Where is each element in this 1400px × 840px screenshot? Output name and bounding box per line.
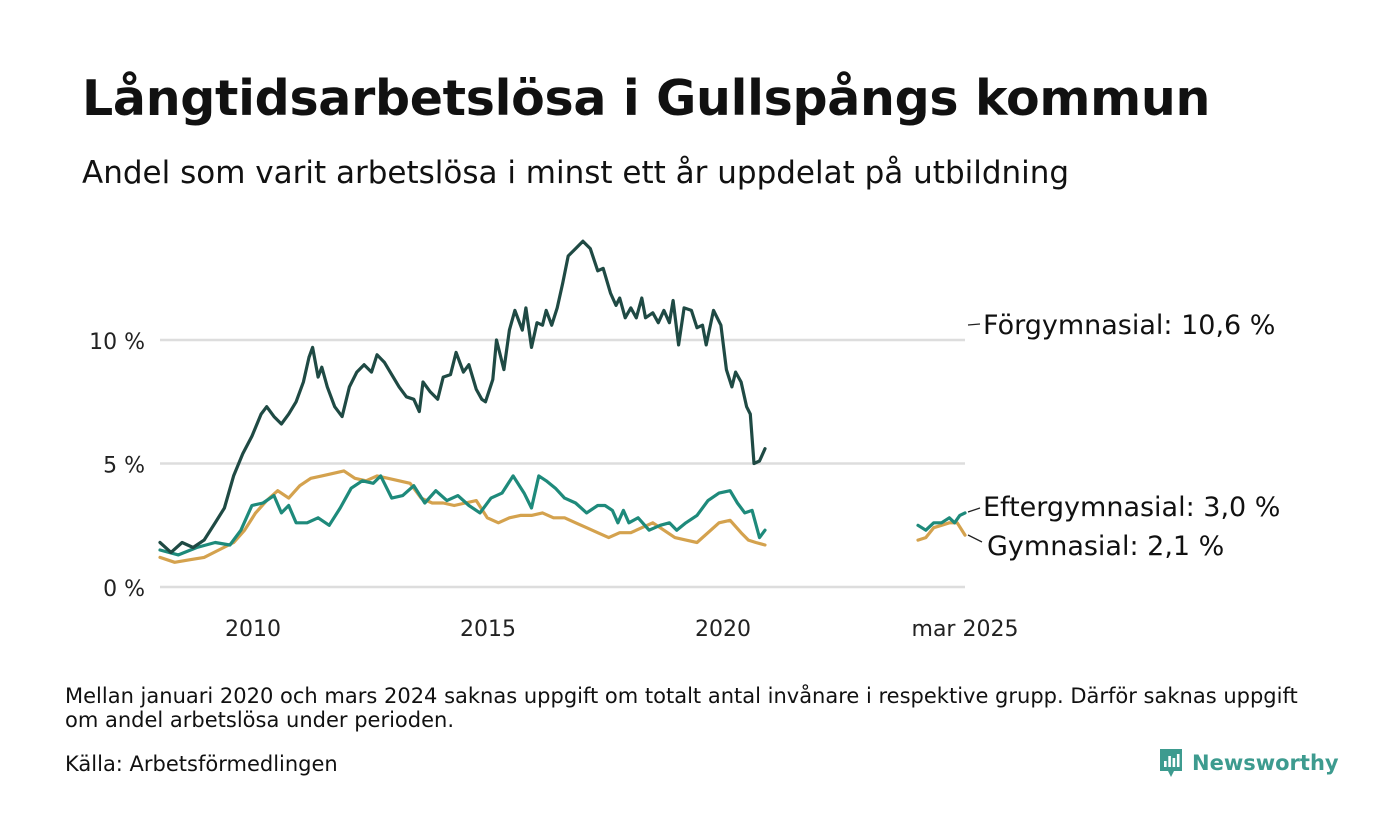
y-axis-ticks: 0 % 5 % 10 % [89, 330, 145, 602]
series-line-eftergymnasial [158, 474, 767, 557]
label-leader [967, 534, 983, 543]
newsworthy-logo-icon [1160, 749, 1182, 777]
x-tick-label: mar 2025 [912, 617, 1019, 642]
series-line-gymnasial [158, 469, 767, 564]
newsworthy-logo: Newsworthy [1158, 746, 1339, 780]
x-tick-label: 2015 [460, 617, 516, 642]
x-axis-ticks: 2010 2015 2020 mar 2025 [225, 617, 1018, 642]
x-tick-label: 2010 [225, 617, 281, 642]
chart-subtitle: Andel som varit arbetslösa i minst ett å… [82, 155, 1070, 191]
y-tick-label: 0 % [103, 577, 145, 602]
series-end-labels: Gymnasial: 2,1 % Eftergymnasial: 3,0 % För… [967, 310, 1280, 562]
x-tick-label: 2020 [695, 617, 751, 642]
source-text: Källa: Arbetsförmedlingen [65, 752, 338, 776]
y-tick-label: 10 % [89, 330, 145, 355]
label-leader [967, 507, 981, 513]
end-label-gymnasial: Gymnasial: 2,1 % [987, 531, 1224, 562]
end-label-eftergymnasial: Eftergymnasial: 3,0 % [983, 492, 1280, 523]
end-label-förgymnasial: Förgymnasial: 10,6 % [983, 310, 1275, 341]
logo-text: Newsworthy [1192, 751, 1339, 775]
series-line-gymnasial [916, 521, 967, 542]
line-chart: 0 % 5 % 10 % 2010 2015 2020 mar 2025 Gymnasia… [89, 239, 1280, 642]
series-line-förgymnasial [158, 239, 767, 555]
series-line-eftergymnasial [916, 511, 967, 532]
gridlines [160, 338, 965, 589]
chart-title: Långtidsarbetslösa i Gullspångs kommun [82, 70, 1211, 127]
series-lines [158, 239, 967, 564]
footnote: Mellan januari 2020 och mars 2024 saknas… [65, 684, 1298, 732]
label-leader [967, 323, 981, 326]
y-tick-label: 5 % [103, 454, 145, 479]
